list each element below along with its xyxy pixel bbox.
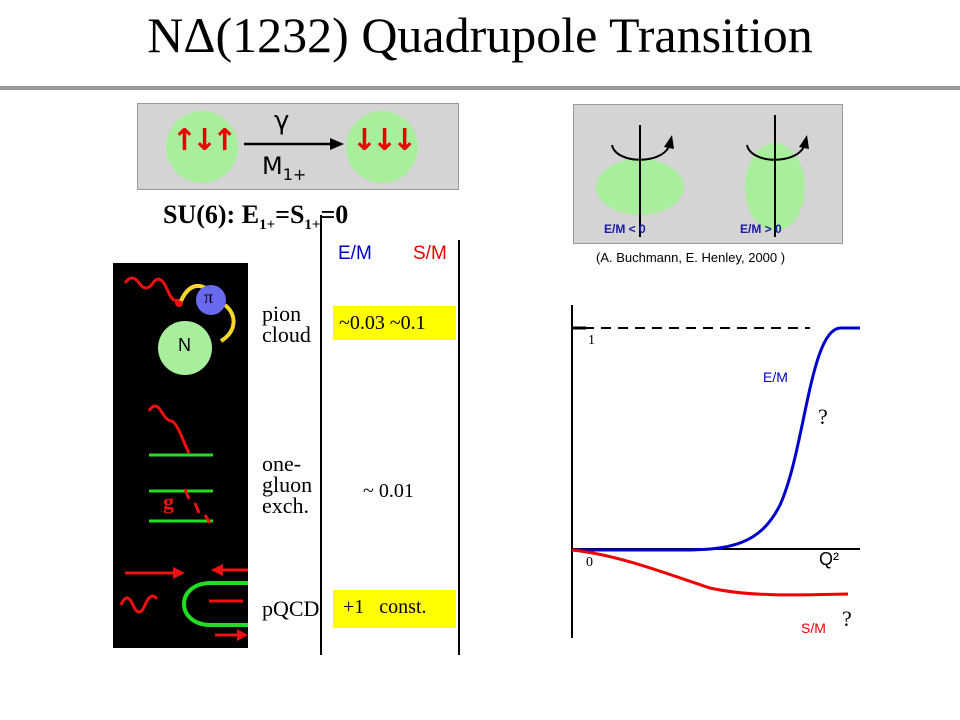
x-axis-label: Q²: [819, 549, 839, 569]
transition-diagram: ↑↓↑ ↓↓↓ γ M1+: [137, 103, 459, 190]
su6-prediction: SU(6): E1+=S1+=0: [163, 200, 349, 234]
y-axis: [571, 305, 586, 638]
nucleon-label: N: [178, 335, 191, 355]
tick-label-one: 1: [588, 333, 595, 348]
citation: (A. Buchmann, E. Henley, 2000 ): [596, 250, 786, 265]
mechanism-panel: π N g: [113, 263, 248, 648]
row-label-one-gluon: one-gluon exch.: [262, 451, 313, 518]
annotation-sm-question: ?: [842, 606, 852, 631]
col-header-em: E/M: [338, 243, 372, 264]
mechanism-drawings: [119, 276, 248, 641]
row-label-pqcd: pQCD: [262, 596, 320, 621]
delta-spins: ↓↓↓: [351, 123, 417, 158]
transition-arrow: [244, 138, 344, 150]
legend-sm: S/M: [801, 620, 826, 636]
table-vline-right: [458, 240, 460, 655]
col-header-sm: S/M: [413, 243, 447, 264]
ratio-chart: 1 0 Q² E/M S/M ? ?: [571, 305, 860, 638]
deformation-diagram: E/M < 0 E/M > 0: [573, 104, 843, 244]
delta-circle: ↓↓↓: [346, 111, 418, 183]
annotation-em-question: ?: [818, 404, 828, 429]
row-label-pion-cloud: pion cloud: [262, 301, 311, 347]
series-em: [572, 326, 860, 552]
value-pqcd: +1 const.: [333, 590, 456, 628]
label-em-negative: E/M < 0: [604, 222, 646, 236]
tick-label-origin: 0: [586, 555, 593, 570]
legend-em: E/M: [763, 369, 788, 385]
nucleon-spins: ↑↓↑: [171, 123, 237, 158]
label-em-positive: E/M > 0: [740, 222, 782, 236]
multipole-label: M1+: [262, 152, 307, 184]
photon-label: γ: [274, 106, 290, 136]
page-title: NΔ(1232) Quadrupole Transition: [147, 7, 813, 63]
gluon-label: g: [163, 489, 174, 514]
value-pion-cloud: ~0.03 ~0.1: [333, 306, 456, 340]
table-vline-left: [320, 215, 322, 655]
value-one-gluon: ~ 0.01: [363, 480, 414, 502]
deformation-shapes: [596, 115, 809, 237]
title-divider: [0, 86, 960, 90]
series-sm: [571, 548, 849, 597]
nucleon-circle: ↑↓↑: [166, 111, 238, 183]
pion-label: π: [204, 287, 214, 307]
